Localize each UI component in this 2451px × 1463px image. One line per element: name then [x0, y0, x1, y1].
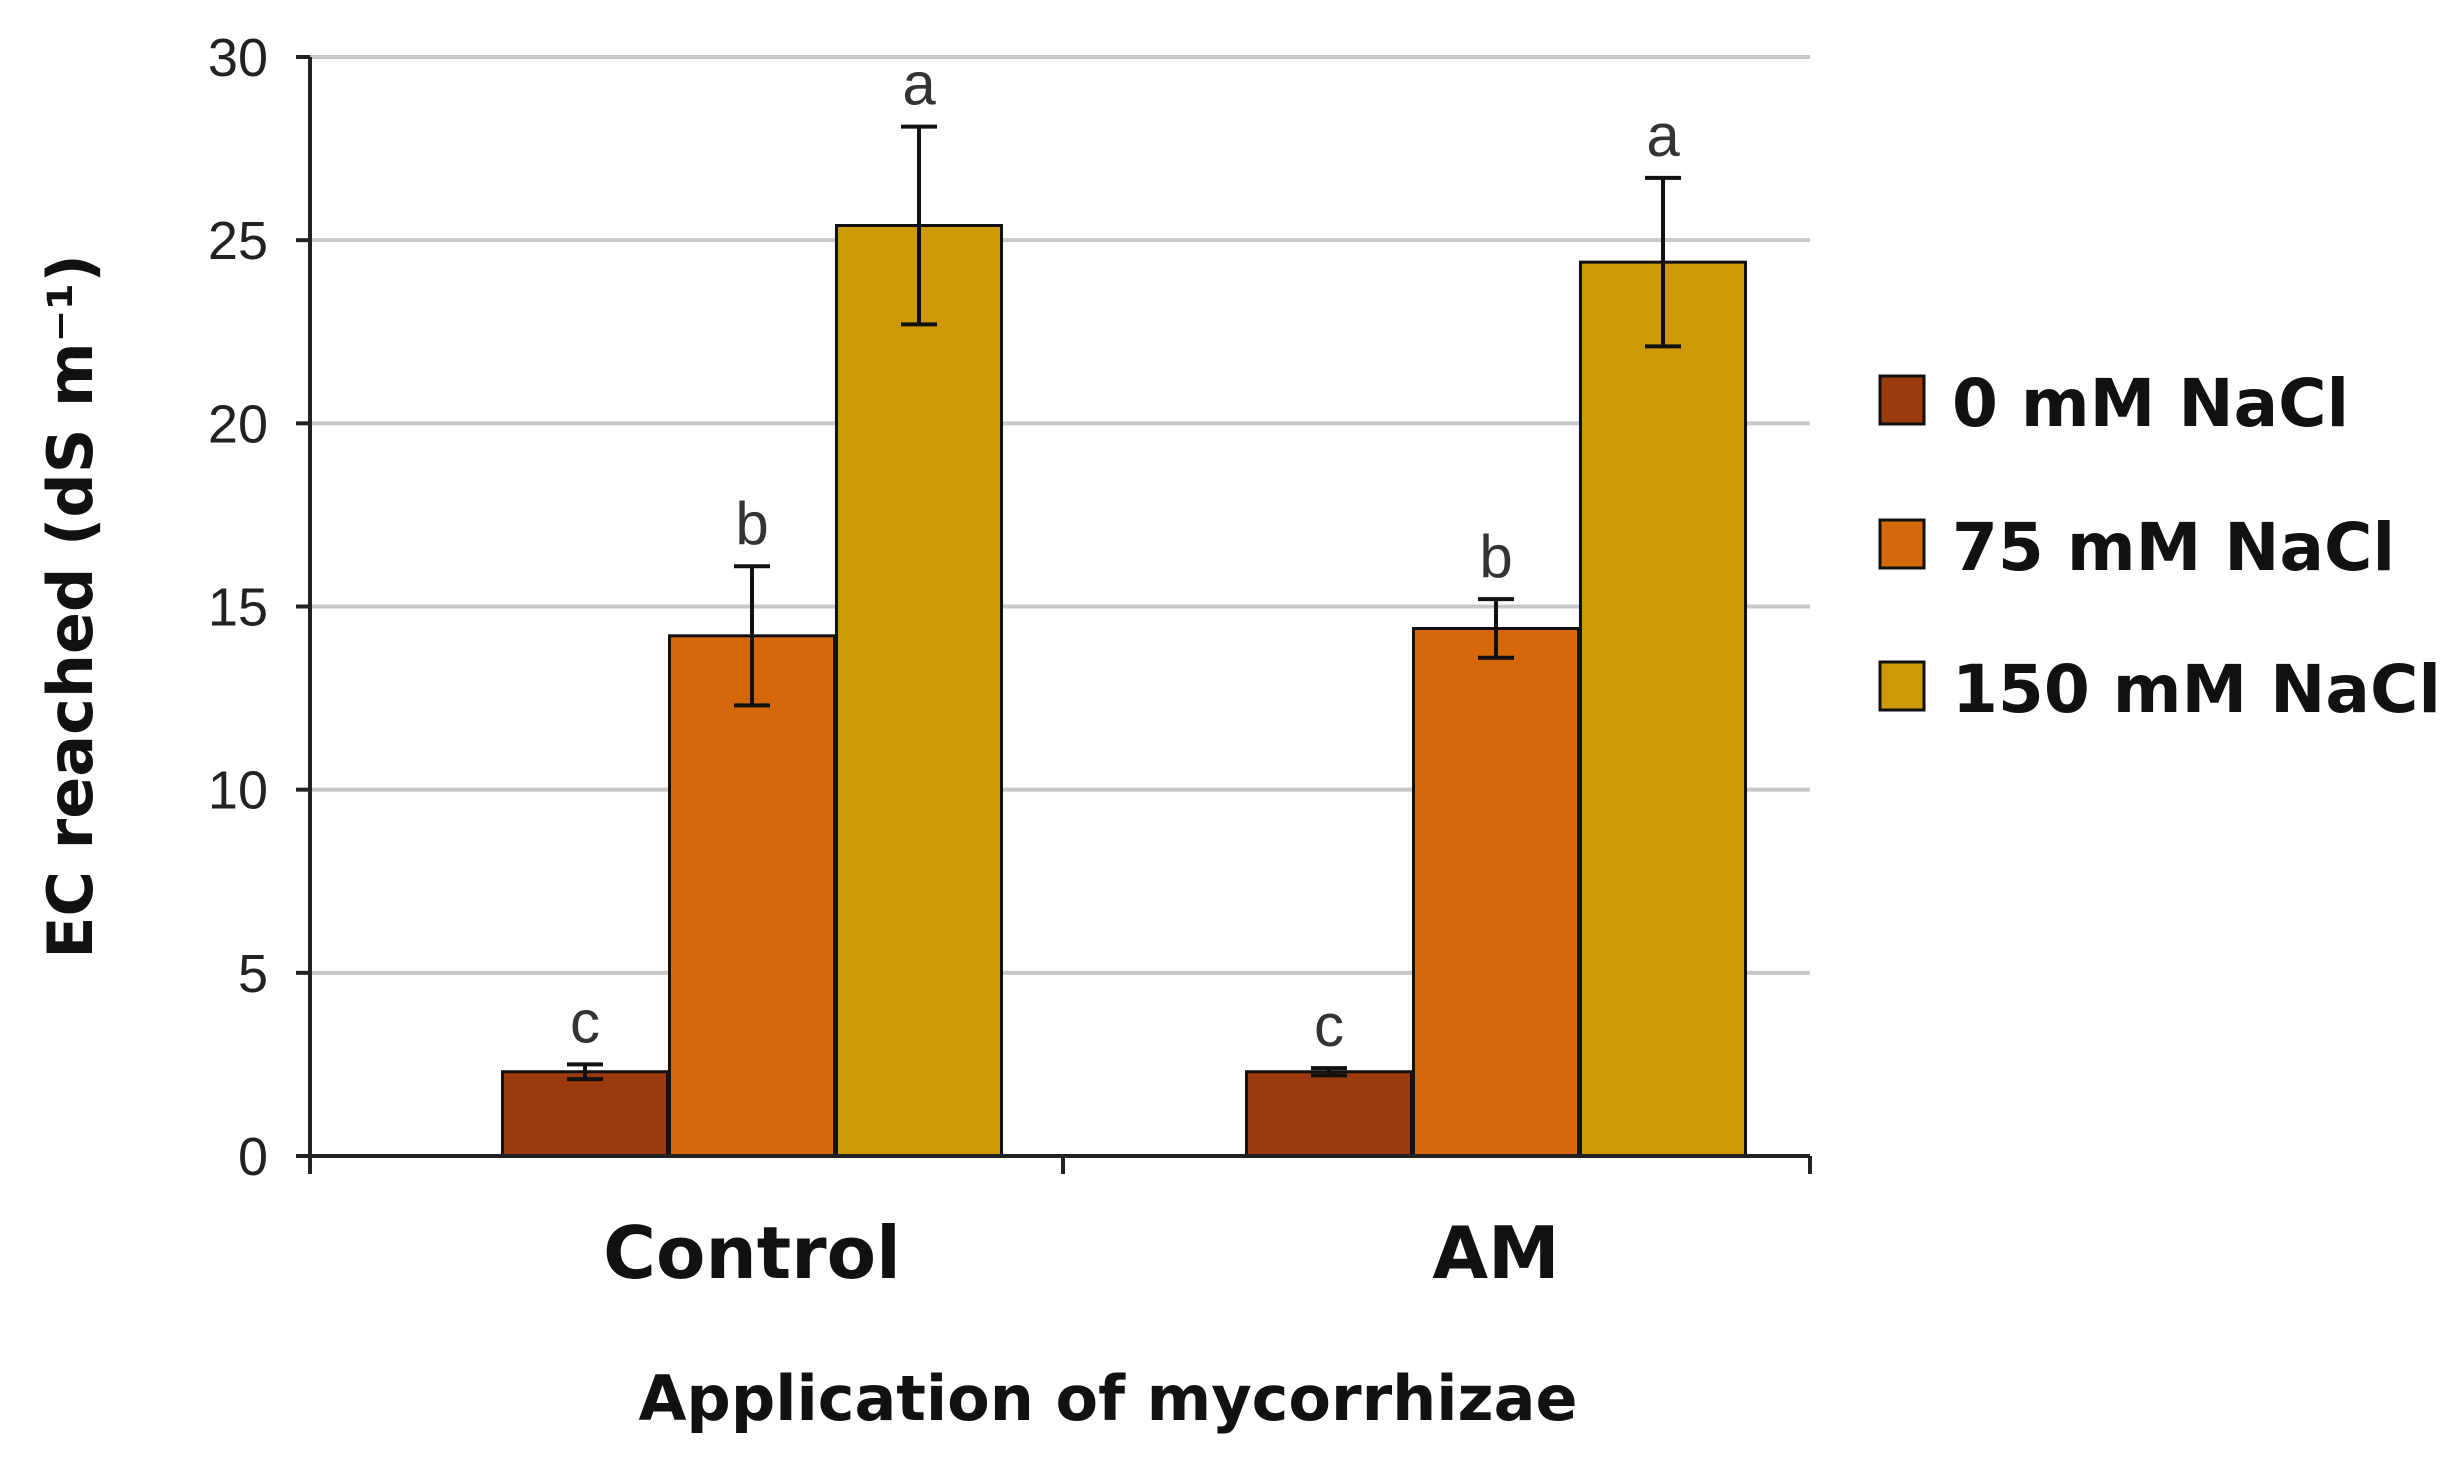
significance-label: c [570, 988, 600, 1055]
labels: c b a c b a Control AM Application of mycorrhiza… [34, 51, 1680, 1435]
legend-swatch [1878, 374, 1926, 426]
y-tick-label: 5 [238, 944, 268, 1004]
bar [668, 634, 836, 1158]
y-tick-label: 15 [208, 578, 268, 638]
y-tick-label: 25 [208, 211, 268, 271]
significance-label: c [1314, 992, 1344, 1059]
significance-label: a [902, 51, 936, 118]
legend-label: 0 mM NaCl [1952, 365, 2349, 442]
y-axis-title: EC reached (dS m⁻¹) [34, 254, 107, 959]
bar [1579, 260, 1747, 1158]
legend-swatch [1878, 660, 1926, 712]
bar [835, 224, 1003, 1158]
legend: 0 mM NaCl 75 mM NaCl 150 mM NaCl [1878, 365, 2441, 728]
axes: 0 5 10 15 20 25 30 [208, 28, 1812, 1187]
y-tick-label: 20 [208, 394, 268, 454]
legend-swatch [1878, 518, 1926, 570]
legend-label: 150 mM NaCl [1952, 651, 2441, 728]
y-tick-label: 0 [238, 1127, 268, 1187]
legend-label: 75 mM NaCl [1952, 509, 2395, 586]
x-category-label: Control [603, 1211, 901, 1295]
x-category-label: AM [1432, 1211, 1559, 1295]
x-axis-title: Application of mycorrhizae [638, 1362, 1577, 1435]
bar [1412, 626, 1580, 1158]
bar [501, 1070, 669, 1158]
significance-label: b [1479, 523, 1512, 590]
bar [1245, 1070, 1413, 1158]
y-tick-label: 30 [208, 28, 268, 88]
significance-label: b [735, 490, 768, 557]
y-tick-label: 10 [208, 761, 268, 821]
bars [501, 124, 1747, 1158]
significance-label: a [1646, 102, 1680, 169]
